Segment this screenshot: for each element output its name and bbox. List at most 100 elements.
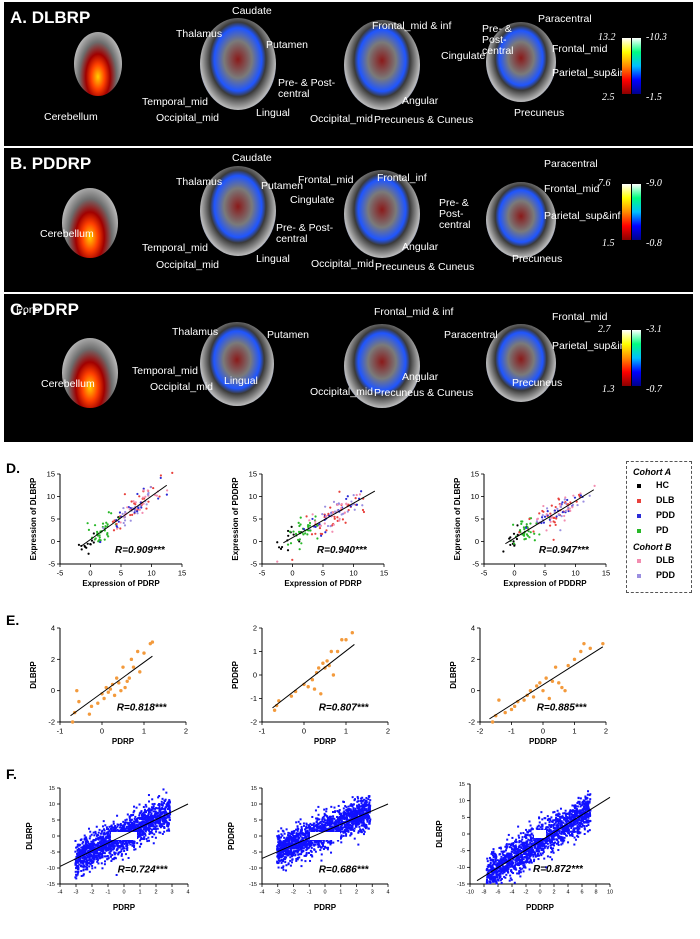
region-label: Precuneus & Cuneus bbox=[374, 387, 474, 399]
data-point bbox=[93, 858, 96, 861]
data-point bbox=[311, 513, 314, 516]
data-point bbox=[555, 517, 558, 520]
data-point bbox=[560, 839, 563, 842]
data-point bbox=[315, 829, 318, 832]
data-point bbox=[354, 822, 357, 825]
data-point bbox=[86, 522, 89, 525]
x-tick-label: 15 bbox=[602, 569, 610, 578]
data-point bbox=[311, 841, 314, 844]
data-point bbox=[282, 859, 285, 862]
data-point bbox=[318, 526, 322, 530]
data-point bbox=[142, 823, 145, 826]
data-point bbox=[118, 511, 122, 514]
panel-a: A. DLBRP Cerebellum Caudate Thalamus Putamen… bbox=[4, 2, 693, 146]
data-point bbox=[368, 803, 371, 806]
data-point bbox=[553, 516, 556, 519]
region-label: Frontal_mid bbox=[544, 183, 600, 195]
data-point bbox=[557, 822, 560, 825]
data-point bbox=[89, 847, 92, 850]
data-point bbox=[282, 840, 285, 843]
data-point bbox=[96, 860, 99, 863]
data-point bbox=[539, 838, 542, 841]
data-point bbox=[130, 818, 133, 821]
data-point bbox=[149, 822, 152, 825]
colorbar-cool-min: -1.5 bbox=[646, 92, 662, 103]
data-point bbox=[337, 828, 340, 831]
data-point bbox=[520, 851, 523, 854]
data-point bbox=[78, 858, 81, 861]
data-point bbox=[151, 803, 154, 806]
data-point bbox=[291, 846, 294, 849]
data-point bbox=[103, 833, 106, 836]
x-axis-label: PDRP bbox=[112, 737, 135, 746]
data-point bbox=[328, 830, 331, 833]
data-point bbox=[492, 848, 495, 851]
x-tick-label: -5 bbox=[259, 569, 266, 578]
data-point bbox=[92, 860, 95, 863]
data-point bbox=[164, 818, 167, 821]
y-axis-label: Expression of PDDRP bbox=[231, 477, 240, 561]
y-tick-label: -2 bbox=[48, 718, 55, 727]
data-point bbox=[567, 506, 570, 509]
data-point bbox=[368, 795, 371, 798]
data-point bbox=[328, 815, 331, 818]
data-point bbox=[317, 818, 320, 821]
data-point bbox=[166, 812, 169, 815]
data-point bbox=[316, 537, 319, 540]
data-point bbox=[160, 817, 163, 820]
data-point bbox=[361, 814, 364, 817]
data-point bbox=[358, 493, 362, 496]
colorbar-hot-min: 1.3 bbox=[602, 384, 615, 395]
data-point bbox=[119, 521, 122, 524]
data-point bbox=[325, 830, 328, 833]
data-point bbox=[124, 821, 127, 824]
data-point bbox=[110, 512, 113, 515]
data-point bbox=[333, 515, 336, 518]
data-point bbox=[549, 520, 552, 523]
data-point bbox=[119, 841, 122, 844]
data-point bbox=[507, 857, 510, 860]
data-point bbox=[292, 847, 295, 850]
data-point bbox=[280, 545, 284, 549]
region-label: Pre- & Post- central bbox=[276, 222, 334, 245]
data-point bbox=[165, 791, 168, 794]
data-point bbox=[340, 638, 344, 642]
data-point bbox=[289, 836, 292, 839]
data-point bbox=[548, 823, 551, 826]
data-point bbox=[519, 856, 522, 859]
data-point bbox=[295, 857, 298, 860]
data-point bbox=[324, 846, 327, 849]
data-point bbox=[102, 849, 105, 852]
data-point bbox=[165, 821, 168, 824]
data-point bbox=[533, 539, 536, 542]
data-point bbox=[325, 529, 328, 532]
data-point bbox=[152, 805, 155, 808]
data-point bbox=[110, 844, 113, 847]
data-point bbox=[490, 720, 495, 724]
data-point bbox=[118, 845, 121, 848]
data-point bbox=[108, 687, 113, 691]
data-point bbox=[300, 828, 303, 831]
data-point bbox=[76, 859, 79, 862]
data-point bbox=[147, 836, 150, 839]
data-point bbox=[112, 822, 115, 825]
x-tick-label: 10 bbox=[571, 569, 579, 578]
data-point bbox=[106, 858, 109, 861]
data-point bbox=[330, 842, 333, 845]
data-point bbox=[291, 851, 294, 854]
data-point bbox=[293, 838, 296, 841]
data-point bbox=[365, 796, 368, 799]
data-point bbox=[520, 522, 523, 525]
data-point bbox=[166, 829, 169, 832]
data-point bbox=[310, 533, 314, 536]
data-point bbox=[340, 812, 343, 815]
data-point bbox=[134, 848, 137, 851]
data-point bbox=[551, 847, 554, 850]
data-point bbox=[83, 852, 86, 855]
data-point bbox=[302, 849, 305, 852]
data-point bbox=[330, 829, 333, 832]
data-point bbox=[574, 804, 577, 807]
legend-label-pdd: PDD bbox=[656, 510, 676, 520]
data-point bbox=[140, 837, 143, 840]
